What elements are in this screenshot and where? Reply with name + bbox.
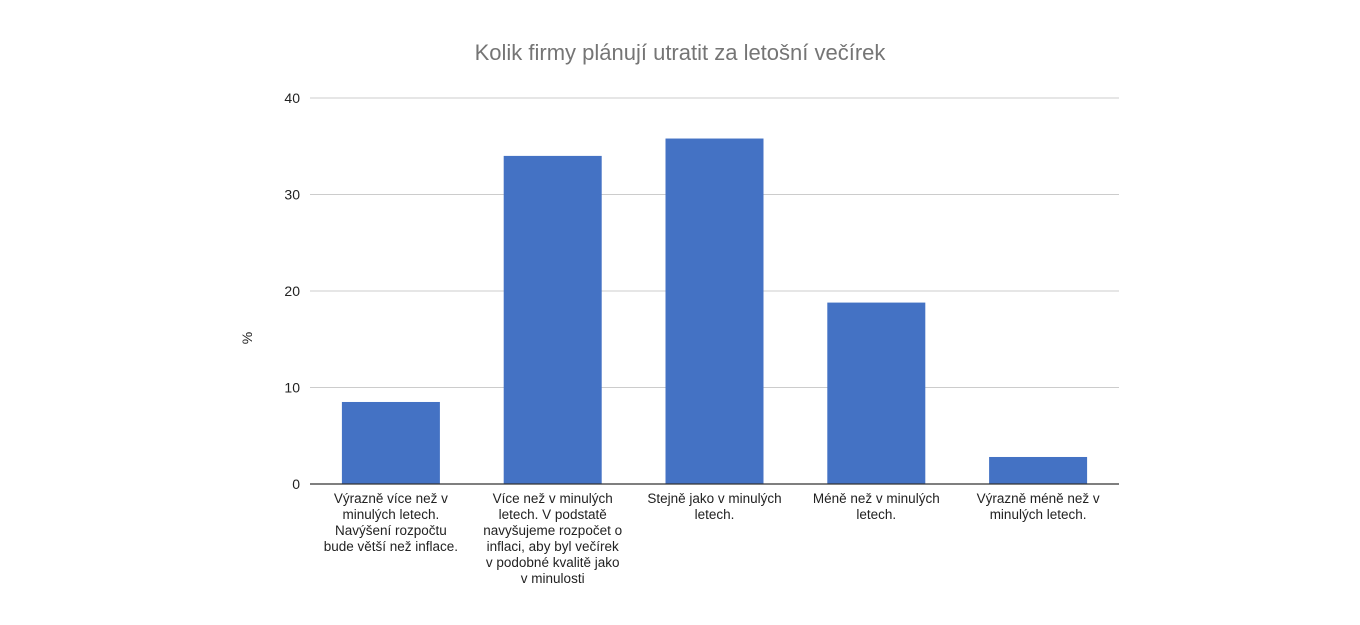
x-category-label: Výrazně méně než v minulých letech. xyxy=(976,491,1100,522)
y-tick-label: 30 xyxy=(284,187,300,203)
y-tick-label: 0 xyxy=(292,476,300,492)
y-tick-label: 20 xyxy=(284,283,300,299)
bar xyxy=(503,155,602,484)
x-category-label: Více než v minulých letech. V podstatě n… xyxy=(483,491,623,586)
y-axis-label: % xyxy=(239,332,255,344)
bar xyxy=(827,302,926,484)
y-tick-label: 10 xyxy=(284,380,300,396)
bar xyxy=(665,138,764,484)
y-tick-label: 40 xyxy=(284,90,300,106)
chart-title: Kolik firmy plánují utratit za letošní v… xyxy=(474,40,886,65)
bar xyxy=(989,456,1088,484)
x-category-label: Stejně jako v minulých letech. xyxy=(647,491,782,522)
x-category-label: Výrazně více než v minulých letech. Navý… xyxy=(323,491,459,554)
x-category-label: Méně než v minulých letech. xyxy=(812,491,940,522)
bar xyxy=(341,401,440,484)
